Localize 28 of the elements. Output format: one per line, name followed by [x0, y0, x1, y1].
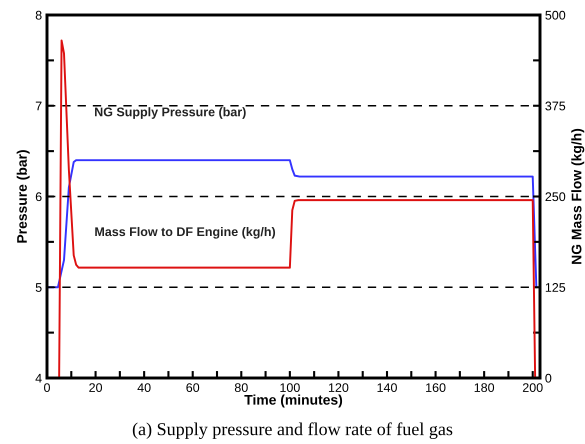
x-tick-label: 200 [522, 383, 543, 392]
x-tick-label: 20 [89, 383, 102, 392]
y2-tick-label: 500 [545, 10, 566, 20]
y-tick-label: 5 [36, 283, 42, 292]
x-tick-label: 140 [378, 383, 397, 392]
x-tick-label: 160 [426, 383, 446, 392]
x-axis-title: Time (minutes) [244, 394, 342, 408]
y-tick-label: 4 [35, 374, 42, 383]
x-tick-label: 60 [186, 383, 200, 392]
y2-axis-title: NG Mass Flow (kg/h) [571, 128, 584, 264]
y-tick-label: 7 [36, 102, 42, 110]
y2-tick-label: 125 [546, 283, 566, 292]
x-tick-label: 120 [328, 383, 348, 392]
x-tick-label: 180 [474, 383, 494, 392]
x-tick-label: 0 [44, 383, 50, 392]
x-tick-label: 100 [280, 383, 300, 392]
line-series [58, 39, 536, 378]
y2-tick-label: 250 [545, 192, 566, 202]
y-tick-label: 6 [36, 192, 42, 202]
x-tick-label: 40 [137, 383, 151, 392]
y-axis-title: Pressure (bar) [16, 150, 30, 243]
annotation: Mass Flow to DF Engine (kg/h) [95, 226, 276, 239]
y2-tick-label: 0 [545, 374, 552, 383]
y-tick-label: 8 [36, 10, 42, 20]
y2-tick-label: 375 [545, 102, 566, 110]
annotation: NG Supply Pressure (bar) [95, 107, 246, 119]
text: (a) Supply pressure and flow rate of fuel gas [132, 422, 452, 439]
x-tick-label: 80 [234, 383, 248, 392]
